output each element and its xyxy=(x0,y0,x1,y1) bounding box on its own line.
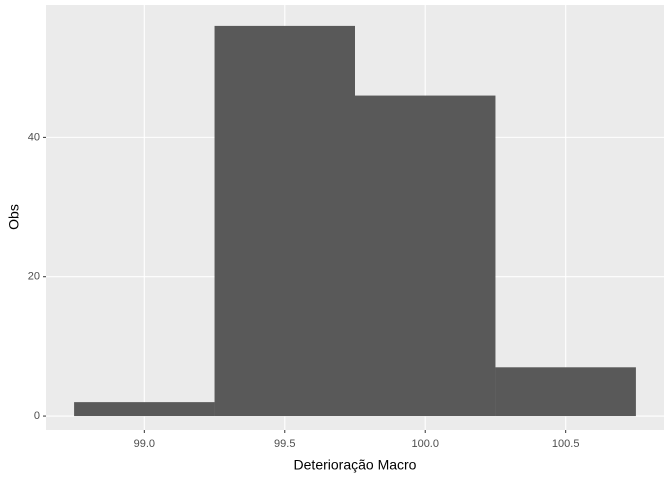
bar xyxy=(495,367,636,417)
bar xyxy=(355,95,496,417)
y-tick-label: 0 xyxy=(34,410,40,422)
y-tick-label: 40 xyxy=(28,131,40,143)
x-tick-label: 100.5 xyxy=(552,438,580,450)
bar xyxy=(74,402,215,417)
x-tick-label: 99.5 xyxy=(274,438,295,450)
x-tick-label: 100.0 xyxy=(411,438,439,450)
bar xyxy=(214,25,355,417)
y-tick-label: 20 xyxy=(28,271,40,283)
x-tick-label: 99.0 xyxy=(134,438,155,450)
y-axis-title: Obs xyxy=(6,204,22,230)
x-axis-title: Deterioração Macro xyxy=(294,457,417,473)
